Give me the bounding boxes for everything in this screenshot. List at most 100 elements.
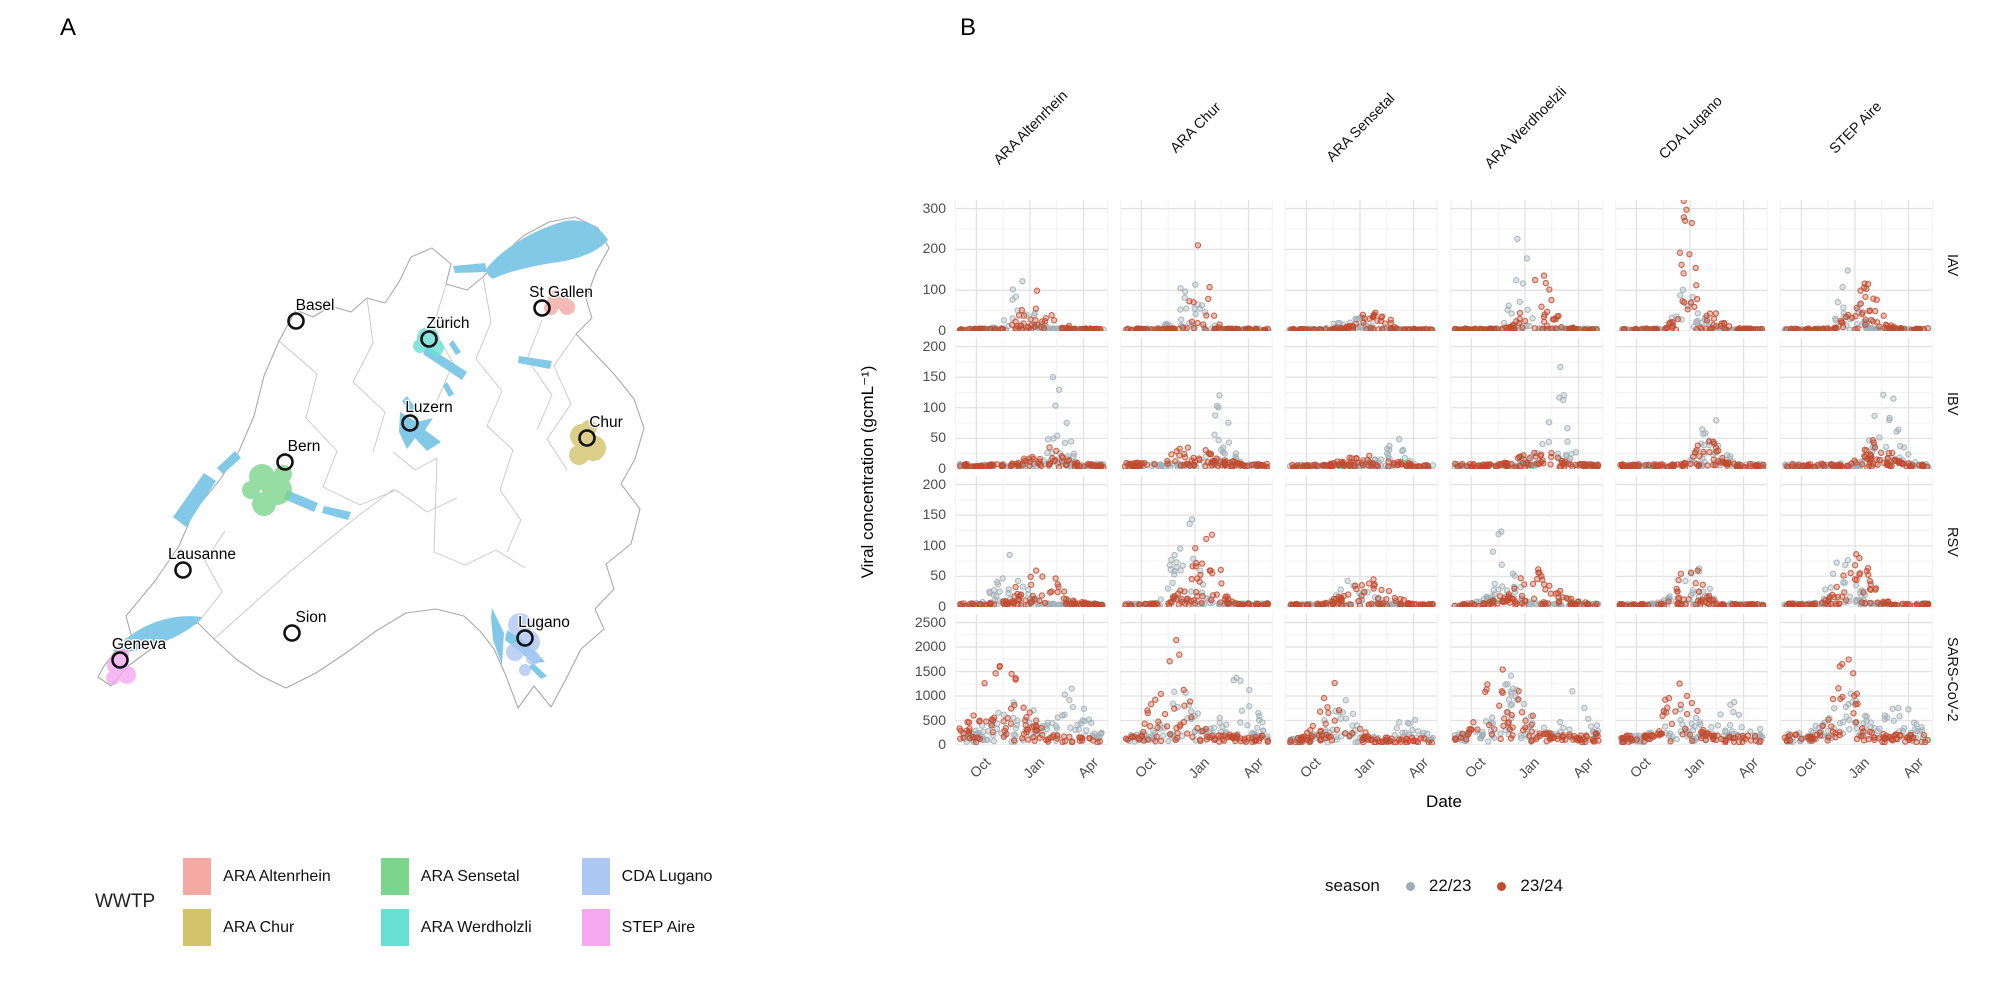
- season-dot-2324: [1497, 881, 1507, 891]
- city-label: Sion: [295, 609, 326, 626]
- city-dot: [287, 312, 305, 330]
- swatch-ara-sensetal: [380, 858, 409, 895]
- y-tick-label: 300: [922, 199, 946, 216]
- x-axis-title: Date: [1426, 792, 1462, 811]
- legend-item-ara-werdholzli: ARA Werdholzli: [380, 909, 532, 946]
- city-label: Geneva: [112, 636, 167, 653]
- city-label: Lausanne: [168, 546, 236, 563]
- scatter-series-23/24: [1288, 309, 1436, 331]
- scatter-series-23/24: [956, 444, 1107, 469]
- y-tick-label: 0: [938, 598, 946, 614]
- y-tick-label: 150: [922, 368, 946, 385]
- x-tick-label: Apr: [1734, 754, 1761, 781]
- season-dot-2223: [1405, 881, 1415, 891]
- scatter-series-23/24: [1784, 437, 1931, 469]
- scatter-series-23/24: [1617, 438, 1767, 469]
- city-dot: [276, 453, 294, 471]
- y-tick-label: 2000: [914, 638, 946, 655]
- facet-panel: [1780, 614, 1933, 745]
- season-label-2223: 22/23: [1428, 876, 1472, 895]
- facet-panel: [1450, 200, 1603, 331]
- season-label-2324: 23/24: [1520, 876, 1563, 895]
- facet-panel: [1615, 614, 1768, 745]
- city-dot: [578, 429, 596, 447]
- facet-panel: [1285, 200, 1438, 331]
- facet-panel: [1780, 476, 1933, 607]
- facet-column-label: CDA Lugano: [1656, 93, 1726, 163]
- legend-label: ARA Altenrhein: [223, 867, 331, 885]
- season-entry-2223: 22/23: [1405, 876, 1472, 896]
- city-label: Lugano: [518, 614, 570, 631]
- city-markers: Basel Zürich St Gallen Luzern Chur Bern Lausan…: [111, 283, 624, 669]
- y-tick-label: 150: [922, 506, 946, 523]
- y-tick-label: 200: [922, 337, 946, 354]
- region-step-aire: [106, 648, 136, 685]
- lakes: [113, 220, 608, 679]
- season-entry-2324: 23/24: [1497, 876, 1563, 896]
- wwtp-legend-title: WWTP: [95, 891, 156, 912]
- x-tick-label: Oct: [1297, 754, 1324, 781]
- city-dot: [111, 651, 129, 669]
- facet-row-label: IBV: [1944, 391, 1960, 416]
- scatter-series-23/24: [1783, 551, 1932, 607]
- facet-panel: [1450, 338, 1603, 469]
- y-tick-label: 100: [922, 398, 946, 415]
- x-tick-label: Jan: [1845, 754, 1873, 782]
- y-axis-title: Viral concentration (gcmL⁻¹): [858, 365, 877, 579]
- facet-panel: [1450, 476, 1603, 607]
- x-tick-label: Oct: [1132, 754, 1159, 781]
- facet-column-label: ARA Werdhoelzli: [1481, 83, 1571, 173]
- y-tick-label: 0: [938, 322, 946, 338]
- facet-row-label: IAV: [1944, 254, 1960, 277]
- x-tick-label: Apr: [1404, 754, 1431, 781]
- facet-panel: [1780, 200, 1933, 331]
- panel-a-label: A: [60, 14, 77, 41]
- facet-panel: [1285, 338, 1438, 469]
- swatch-ara-altenrhein: [183, 858, 212, 895]
- wwtp-legend-grid: ARA Altenrhein ARA Chur ARA Sensetal ARA…: [183, 858, 712, 946]
- facet-panel: [1615, 200, 1768, 331]
- city-label: Chur: [589, 414, 623, 431]
- facet-row-label: RSV: [1944, 526, 1960, 557]
- scatter-series-23/24: [1122, 531, 1272, 607]
- scatter-series-23/24: [1451, 566, 1600, 607]
- legend-label: ARA Chur: [223, 918, 295, 936]
- facet-panel: [1615, 476, 1768, 607]
- country-outline: [97, 216, 645, 709]
- facet-panel: [955, 614, 1108, 745]
- x-tick-label: Oct: [1462, 754, 1489, 781]
- scatter-series-23/24: [1620, 200, 1766, 331]
- facet-column-label: ARA Altenrhein: [990, 87, 1072, 169]
- canton-borders: [197, 276, 577, 640]
- city-dot: [401, 414, 419, 432]
- facet-row-label: SARS-CoV-2: [1944, 637, 1960, 722]
- y-tick-label: 1000: [914, 687, 946, 704]
- x-tick-label: Jan: [1515, 754, 1543, 782]
- x-tick-label: Apr: [1074, 754, 1101, 781]
- x-tick-label: Jan: [1680, 754, 1708, 782]
- x-tick-label: Oct: [1792, 754, 1819, 781]
- x-tick-label: Jan: [1350, 754, 1378, 782]
- facet-panel: [1615, 338, 1768, 469]
- legend-label: ARA Werdholzli: [420, 918, 532, 936]
- scatter-series-23/24: [1123, 242, 1271, 331]
- x-tick-label: Oct: [967, 754, 994, 781]
- x-tick-label: Apr: [1569, 754, 1596, 781]
- city-dot: [174, 561, 192, 579]
- y-tick-label: 0: [938, 460, 946, 476]
- y-tick-label: 50: [930, 567, 946, 584]
- scatter-series-23/24: [1287, 679, 1435, 745]
- scatter-series-22/23: [1618, 286, 1765, 331]
- scatter-series-23/24: [957, 567, 1106, 607]
- scatter-series-23/24: [1289, 452, 1432, 469]
- y-tick-label: 0: [938, 736, 946, 752]
- y-tick-label: 100: [922, 536, 946, 553]
- legend-item-step-aire: STEP Aire: [581, 909, 713, 946]
- legend-item-cda-lugano: CDA Lugano: [581, 858, 712, 895]
- city-label: Zürich: [426, 315, 469, 332]
- scatter-series-23/24: [1287, 576, 1436, 607]
- scatter-series-23/24: [1121, 444, 1270, 469]
- scatter-series-23/24: [1781, 656, 1931, 745]
